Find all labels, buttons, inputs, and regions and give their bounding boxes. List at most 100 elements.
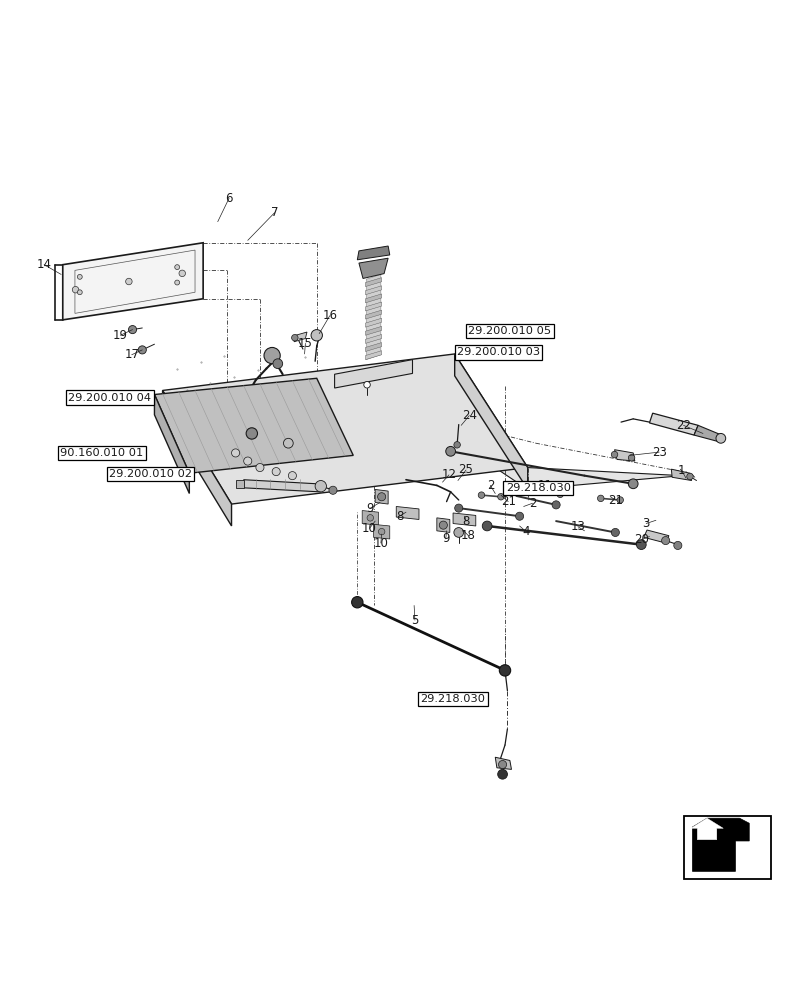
Circle shape: [283, 438, 293, 448]
Text: 2: 2: [486, 479, 494, 492]
Polygon shape: [453, 513, 475, 526]
Polygon shape: [373, 524, 389, 539]
Text: 2: 2: [528, 497, 536, 510]
Text: 16: 16: [322, 309, 337, 322]
Polygon shape: [162, 390, 231, 526]
Circle shape: [611, 528, 619, 537]
Polygon shape: [365, 326, 381, 335]
Circle shape: [246, 428, 257, 439]
Circle shape: [556, 491, 563, 498]
Circle shape: [272, 468, 280, 476]
Polygon shape: [365, 343, 381, 352]
Circle shape: [178, 270, 185, 277]
Circle shape: [264, 347, 280, 364]
Polygon shape: [690, 818, 723, 840]
Circle shape: [255, 463, 264, 472]
Polygon shape: [365, 310, 381, 319]
Text: 29.200.010 04: 29.200.010 04: [68, 393, 151, 403]
Text: 25: 25: [458, 463, 473, 476]
Polygon shape: [495, 757, 511, 769]
Circle shape: [77, 290, 82, 295]
Circle shape: [453, 528, 463, 537]
Circle shape: [231, 449, 239, 457]
Circle shape: [715, 433, 725, 443]
Circle shape: [128, 326, 136, 334]
Text: 6: 6: [225, 192, 233, 205]
Polygon shape: [75, 250, 195, 313]
Polygon shape: [334, 360, 412, 388]
Text: 17: 17: [124, 348, 139, 361]
Polygon shape: [365, 334, 381, 343]
Text: 9: 9: [366, 502, 374, 515]
Text: 29.200.010 03: 29.200.010 03: [457, 347, 539, 357]
Circle shape: [377, 493, 385, 501]
Polygon shape: [693, 425, 721, 442]
Text: 5: 5: [410, 614, 418, 627]
Text: 24: 24: [461, 409, 476, 422]
Circle shape: [497, 494, 504, 500]
Circle shape: [288, 472, 296, 480]
Bar: [684, 816, 770, 879]
Circle shape: [445, 446, 455, 456]
Text: 29.218.030: 29.218.030: [505, 483, 570, 493]
Text: 12: 12: [441, 468, 456, 481]
Circle shape: [315, 481, 326, 492]
Polygon shape: [162, 354, 527, 504]
Circle shape: [363, 382, 370, 388]
Polygon shape: [358, 258, 388, 278]
Polygon shape: [365, 294, 381, 303]
Text: 9: 9: [441, 532, 449, 545]
Circle shape: [378, 528, 384, 535]
Circle shape: [515, 512, 523, 520]
Circle shape: [482, 521, 491, 531]
Text: 4: 4: [521, 525, 530, 538]
Polygon shape: [365, 318, 381, 327]
Circle shape: [311, 330, 322, 341]
Polygon shape: [436, 518, 449, 532]
Circle shape: [532, 485, 539, 491]
Polygon shape: [671, 469, 691, 481]
Circle shape: [72, 286, 79, 293]
Circle shape: [499, 665, 510, 676]
Text: 29.200.010 02: 29.200.010 02: [109, 469, 191, 479]
Text: 20: 20: [633, 533, 648, 546]
Circle shape: [174, 265, 179, 270]
Text: 21: 21: [607, 494, 622, 507]
Text: 22: 22: [676, 419, 690, 432]
Text: 90.160.010 01: 90.160.010 01: [60, 448, 144, 458]
Circle shape: [673, 541, 681, 549]
Polygon shape: [643, 530, 668, 543]
Circle shape: [174, 280, 179, 285]
Circle shape: [126, 278, 132, 285]
Circle shape: [611, 451, 617, 458]
Text: 18: 18: [461, 529, 475, 542]
Polygon shape: [365, 286, 381, 295]
Polygon shape: [235, 480, 243, 488]
Circle shape: [497, 769, 507, 779]
Polygon shape: [366, 274, 380, 360]
Polygon shape: [373, 386, 681, 489]
Polygon shape: [614, 450, 634, 461]
Polygon shape: [154, 395, 189, 494]
Text: 29.218.030: 29.218.030: [420, 694, 485, 704]
Circle shape: [551, 501, 560, 509]
Polygon shape: [365, 278, 381, 287]
Circle shape: [243, 457, 251, 465]
Circle shape: [636, 540, 646, 549]
Circle shape: [616, 497, 623, 503]
Polygon shape: [375, 489, 388, 504]
Circle shape: [272, 359, 282, 369]
Circle shape: [439, 521, 447, 529]
Text: 23: 23: [651, 446, 666, 459]
Text: 10: 10: [373, 537, 388, 550]
Circle shape: [661, 537, 669, 545]
Polygon shape: [396, 506, 418, 519]
Polygon shape: [294, 332, 307, 342]
Circle shape: [628, 455, 634, 461]
Circle shape: [367, 515, 373, 521]
Text: 11: 11: [538, 479, 552, 492]
Circle shape: [291, 334, 298, 341]
Polygon shape: [154, 378, 353, 473]
Polygon shape: [365, 351, 381, 360]
Text: 15: 15: [298, 337, 312, 350]
